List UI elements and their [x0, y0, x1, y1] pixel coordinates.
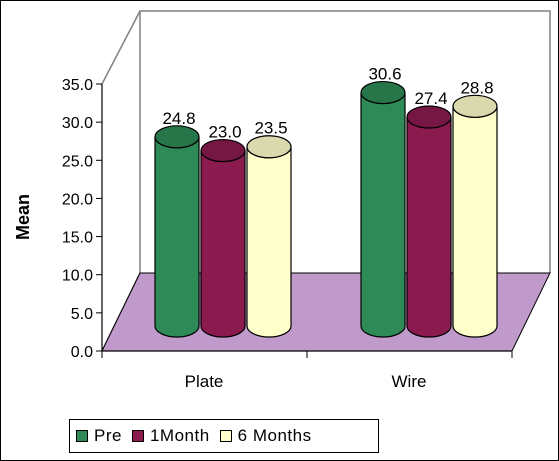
legend-swatch [76, 430, 88, 442]
bar-pre-plate [154, 136, 200, 338]
bars-group [154, 80, 498, 338]
y-axis-ticks: 0.0 5.0 10.0 15.0 20.0 25.0 30.0 35.0 [62, 77, 102, 361]
data-labels-group: 24.8 23.0 23.5 30.6 27.4 28.8 [162, 65, 493, 142]
legend-label: Pre [94, 426, 122, 445]
bar-top-pre-wire [360, 80, 406, 105]
y-tick-label: 30.0 [62, 115, 93, 132]
data-label: 24.8 [162, 109, 195, 128]
bar-top-1month-wire [406, 105, 452, 129]
bar-top-6-months-wire [452, 94, 498, 118]
bar-1month-wire [406, 116, 452, 338]
y-axis-title: Mean [13, 194, 33, 240]
legend-swatch [131, 430, 144, 442]
data-label: 23.0 [208, 123, 241, 142]
bar-pre-wire [360, 92, 406, 338]
bar-top-1month-plate [200, 138, 246, 163]
left-wall-top-edge [101, 10, 141, 85]
bar-6-months-plate [246, 146, 292, 338]
bar-1month-plate [200, 150, 246, 338]
data-label: 23.5 [254, 119, 287, 138]
back-wall-outline [139, 10, 551, 273]
legend-item: 1Month [131, 426, 210, 446]
chart-legend: Pre 1Month 6 Months [69, 419, 379, 453]
y-tick-label: 20.0 [62, 191, 93, 208]
bar-top-6-months-plate [246, 135, 292, 159]
legend-swatch [219, 430, 232, 442]
category-labels-group: Plate Wire [185, 372, 427, 391]
data-label: 27.4 [414, 89, 447, 108]
y-tick-label: 5.0 [71, 306, 93, 323]
y-tick-label: 0.0 [71, 344, 93, 361]
y-tick-label: 15.0 [62, 230, 93, 247]
legend-label: 1Month [149, 426, 210, 445]
legend-item: 6 Months [219, 426, 312, 446]
legend-label: 6 Months [237, 426, 312, 445]
data-label: 28.8 [460, 78, 493, 97]
category-label: Plate [185, 372, 224, 391]
legend-item: Pre [76, 426, 122, 446]
bar-6-months-wire [452, 106, 498, 338]
data-label: 30.6 [368, 65, 401, 84]
category-label: Wire [392, 372, 427, 391]
y-tick-label: 35.0 [62, 77, 93, 94]
y-tick-label: 25.0 [62, 153, 93, 170]
y-tick-label: 10.0 [62, 268, 93, 285]
bar-top-pre-plate [154, 125, 200, 149]
